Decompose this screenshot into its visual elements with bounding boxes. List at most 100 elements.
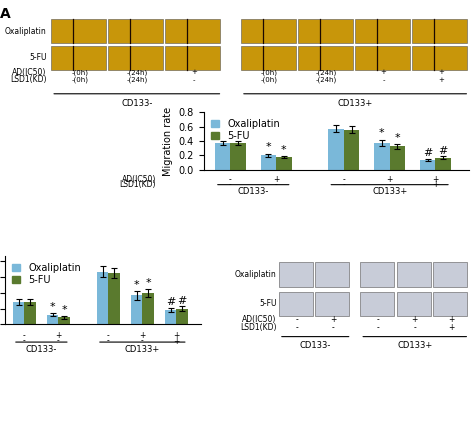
- Text: *: *: [394, 133, 400, 143]
- Text: -: -: [388, 180, 391, 189]
- Text: *: *: [50, 302, 55, 312]
- Text: *: *: [61, 305, 67, 315]
- Text: -(24h): -(24h): [316, 77, 337, 83]
- Bar: [109, 273, 120, 324]
- Text: CD133-: CD133-: [237, 187, 269, 196]
- Text: +: +: [139, 331, 146, 340]
- FancyBboxPatch shape: [51, 19, 106, 43]
- Text: -: -: [377, 323, 380, 332]
- Text: CD133+: CD133+: [337, 99, 373, 108]
- Text: #: #: [423, 147, 432, 157]
- FancyBboxPatch shape: [241, 19, 296, 43]
- Bar: [215, 143, 230, 170]
- FancyBboxPatch shape: [279, 262, 313, 287]
- FancyBboxPatch shape: [279, 292, 313, 316]
- Text: -: -: [296, 323, 299, 332]
- Text: -: -: [332, 323, 335, 332]
- FancyBboxPatch shape: [355, 46, 410, 70]
- Text: #: #: [438, 146, 448, 156]
- Text: -: -: [23, 337, 26, 346]
- Text: +: +: [191, 69, 197, 75]
- Text: AD(IC50): AD(IC50): [12, 68, 46, 77]
- Text: *: *: [379, 129, 385, 138]
- Text: *: *: [266, 142, 271, 152]
- FancyBboxPatch shape: [108, 46, 163, 70]
- Text: AD(IC50): AD(IC50): [242, 315, 277, 324]
- Bar: [230, 143, 246, 170]
- Text: -: -: [296, 315, 299, 324]
- FancyBboxPatch shape: [315, 292, 349, 316]
- Text: -: -: [275, 180, 278, 189]
- Bar: [276, 157, 292, 170]
- FancyBboxPatch shape: [108, 19, 163, 43]
- Bar: [436, 157, 451, 170]
- Bar: [390, 146, 405, 170]
- Text: +: +: [448, 315, 454, 324]
- Text: CD133-: CD133-: [121, 99, 153, 108]
- Bar: [131, 295, 142, 324]
- Text: *: *: [146, 278, 151, 288]
- Text: LSD1(KD): LSD1(KD): [119, 180, 156, 189]
- Bar: [374, 143, 390, 170]
- FancyBboxPatch shape: [433, 292, 467, 316]
- FancyBboxPatch shape: [360, 292, 394, 316]
- Y-axis label: Migration rate: Migration rate: [163, 107, 173, 175]
- Bar: [47, 315, 58, 324]
- Text: LSD1(KD): LSD1(KD): [10, 75, 46, 84]
- FancyBboxPatch shape: [298, 46, 353, 70]
- FancyBboxPatch shape: [241, 46, 296, 70]
- Text: -: -: [57, 337, 60, 346]
- Text: -(0h): -(0h): [71, 69, 88, 76]
- Text: #: #: [166, 297, 175, 307]
- Text: -: -: [23, 331, 26, 340]
- Text: -(24h): -(24h): [126, 69, 147, 76]
- Text: +: +: [381, 69, 387, 75]
- Text: +: +: [411, 315, 418, 324]
- FancyBboxPatch shape: [412, 19, 467, 43]
- Text: -: -: [141, 337, 144, 346]
- FancyBboxPatch shape: [397, 262, 431, 287]
- Bar: [176, 309, 188, 324]
- Bar: [58, 317, 70, 324]
- Bar: [13, 302, 24, 324]
- Text: CD133+: CD133+: [372, 187, 407, 196]
- Text: -: -: [229, 180, 232, 189]
- Bar: [97, 272, 109, 324]
- Bar: [142, 293, 154, 324]
- Text: -: -: [342, 175, 345, 184]
- Text: LSD1(KD): LSD1(KD): [240, 323, 277, 332]
- FancyBboxPatch shape: [298, 19, 353, 43]
- FancyBboxPatch shape: [51, 46, 106, 70]
- Text: *: *: [281, 145, 287, 155]
- Text: A: A: [0, 6, 11, 21]
- Legend: Oxaliplatin, 5-FU: Oxaliplatin, 5-FU: [9, 261, 83, 287]
- FancyBboxPatch shape: [165, 46, 220, 70]
- Text: -: -: [342, 180, 345, 189]
- Text: -(24h): -(24h): [126, 77, 147, 83]
- Text: +: +: [386, 175, 393, 184]
- FancyBboxPatch shape: [165, 19, 220, 43]
- Text: #: #: [177, 296, 187, 306]
- Text: CD133-: CD133-: [26, 345, 57, 354]
- FancyBboxPatch shape: [355, 19, 410, 43]
- FancyBboxPatch shape: [360, 262, 394, 287]
- Bar: [165, 310, 176, 324]
- Text: -: -: [107, 337, 110, 346]
- Text: Oxaliplatin: Oxaliplatin: [5, 27, 46, 36]
- Text: CD133-: CD133-: [300, 341, 331, 350]
- Text: +: +: [432, 180, 438, 189]
- Text: -(24h): -(24h): [316, 69, 337, 76]
- Text: CD133+: CD133+: [125, 345, 160, 354]
- Legend: Oxaliplatin, 5-FU: Oxaliplatin, 5-FU: [209, 117, 282, 143]
- Text: +: +: [448, 323, 454, 332]
- Text: +: +: [273, 175, 279, 184]
- Text: -: -: [413, 323, 416, 332]
- Text: 5-FU: 5-FU: [259, 299, 277, 308]
- Text: *: *: [134, 280, 139, 290]
- Bar: [261, 155, 276, 170]
- Text: CD133+: CD133+: [397, 341, 432, 350]
- FancyBboxPatch shape: [412, 46, 467, 70]
- Text: -: -: [229, 175, 232, 184]
- FancyBboxPatch shape: [433, 262, 467, 287]
- Text: +: +: [432, 175, 438, 184]
